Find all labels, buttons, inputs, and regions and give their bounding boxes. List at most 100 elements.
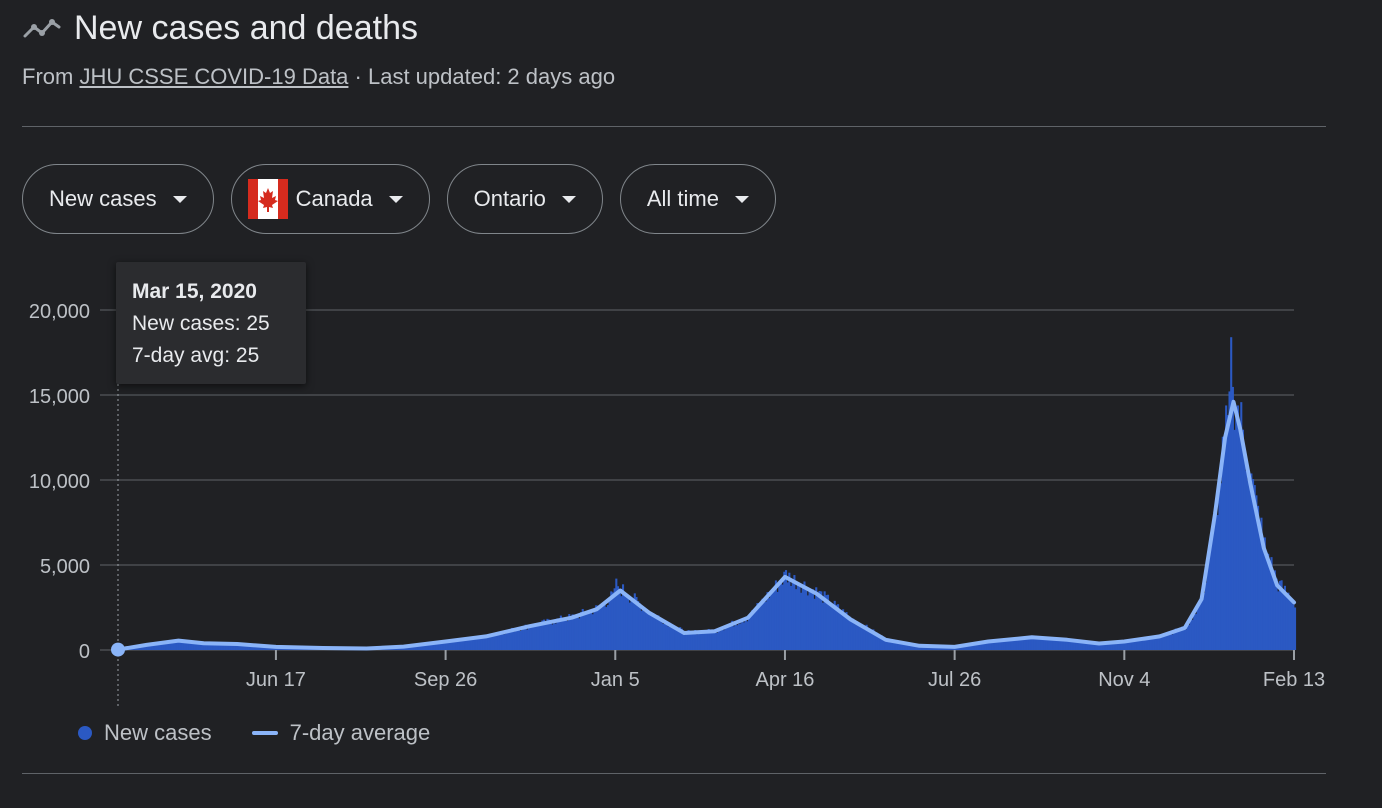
new-cases-bar	[410, 645, 413, 650]
new-cases-bar	[1005, 639, 1008, 650]
card-header: New cases and deaths From JHU CSSE COVID…	[22, 6, 615, 90]
new-cases-bar	[227, 643, 230, 650]
new-cases-bar	[1273, 570, 1276, 650]
new-cases-bar	[731, 620, 734, 650]
new-cases-bar	[1011, 639, 1014, 650]
new-cases-bar	[1063, 640, 1066, 650]
new-cases-bar	[1246, 480, 1250, 650]
new-cases-bar	[1277, 591, 1280, 650]
new-cases-bar	[181, 641, 184, 650]
new-cases-bar	[496, 634, 499, 650]
new-cases-bar	[228, 643, 231, 650]
hover-point[interactable]	[111, 642, 125, 657]
new-cases-bar	[1243, 454, 1246, 650]
new-cases-bar	[1267, 553, 1270, 650]
new-cases-bar	[1193, 613, 1196, 650]
new-cases-bar	[1129, 640, 1132, 650]
new-cases-bar	[1178, 630, 1181, 650]
new-cases-bar	[450, 640, 453, 650]
new-cases-bar	[828, 605, 831, 650]
new-cases-bar	[1218, 474, 1221, 650]
new-cases-bar	[1189, 615, 1192, 650]
new-cases-bar	[1052, 638, 1055, 650]
new-cases-bar	[149, 644, 152, 650]
new-cases-bar	[580, 612, 583, 650]
new-cases-bar	[739, 623, 742, 650]
new-cases-bar	[820, 591, 823, 650]
new-cases-bar	[205, 643, 208, 650]
new-cases-bar	[815, 587, 818, 650]
new-cases-bar	[633, 593, 636, 650]
new-cases-bar	[1196, 605, 1199, 650]
new-cases-bar	[741, 621, 744, 650]
new-cases-bar	[257, 645, 260, 650]
new-cases-bar	[511, 627, 514, 650]
new-cases-bar	[1288, 599, 1292, 650]
new-cases-bar	[433, 642, 436, 650]
new-cases-bar	[801, 585, 804, 650]
new-cases-bar	[961, 645, 964, 650]
new-cases-bar	[618, 591, 621, 650]
new-cases-bar	[1023, 637, 1026, 650]
new-cases-bar	[916, 645, 919, 650]
new-cases-bar	[1225, 405, 1228, 650]
country-dropdown[interactable]: Canada	[230, 164, 430, 234]
new-cases-bar	[1164, 635, 1167, 650]
region-dropdown[interactable]: Ontario	[446, 164, 603, 234]
new-cases-bar	[141, 645, 144, 650]
new-cases-bar	[1139, 638, 1142, 650]
new-cases-bar	[532, 626, 536, 650]
new-cases-bar	[958, 646, 961, 650]
new-cases-bar	[593, 610, 596, 650]
new-cases-bar	[576, 614, 579, 650]
new-cases-bar	[186, 641, 189, 650]
new-cases-bar	[574, 617, 578, 650]
new-cases-bar	[526, 629, 529, 650]
new-cases-bar	[196, 642, 200, 650]
source-link[interactable]: JHU CSSE COVID-19 Data	[79, 64, 349, 89]
new-cases-bar	[531, 626, 534, 650]
new-cases-bar	[1235, 414, 1238, 650]
new-cases-bar	[1008, 639, 1011, 650]
new-cases-bar	[932, 646, 935, 650]
new-cases-bar	[168, 641, 171, 650]
new-cases-bar	[1257, 505, 1260, 650]
new-cases-bar	[642, 606, 645, 650]
new-cases-bar	[753, 611, 756, 650]
new-cases-bar	[506, 630, 509, 650]
new-cases-bar	[499, 632, 502, 650]
new-cases-bar	[969, 644, 972, 650]
new-cases-bar	[1042, 639, 1045, 650]
new-cases-bar	[702, 630, 705, 650]
new-cases-bar	[852, 618, 855, 650]
metric-dropdown[interactable]: New cases	[22, 164, 214, 234]
new-cases-bar	[143, 645, 146, 650]
new-cases-bar	[443, 641, 446, 650]
new-cases-bar	[487, 634, 490, 650]
new-cases-bar	[504, 633, 507, 650]
new-cases-bar	[833, 600, 836, 650]
new-cases-bar	[208, 643, 211, 650]
chevron-down-icon	[172, 195, 187, 203]
new-cases-bar	[746, 621, 749, 650]
new-cases-bar	[892, 642, 895, 650]
new-cases-bar	[563, 620, 566, 650]
new-cases-bar	[988, 640, 991, 650]
new-cases-bar	[237, 644, 240, 650]
new-cases-bar	[823, 591, 826, 650]
new-cases-bar	[736, 625, 739, 650]
new-cases-bar	[223, 643, 226, 650]
new-cases-bar	[1260, 517, 1263, 650]
new-cases-bar	[910, 644, 914, 650]
y-tick-label: 10,000	[29, 471, 90, 493]
new-cases-bar	[712, 630, 715, 650]
new-cases-bar	[482, 637, 485, 650]
new-cases-bar	[874, 633, 877, 650]
new-cases-bar	[848, 616, 851, 650]
new-cases-bar	[554, 623, 557, 650]
range-dropdown[interactable]: All time	[619, 164, 776, 234]
new-cases-bar	[215, 643, 218, 650]
new-cases-bar	[816, 593, 819, 650]
new-cases-bar	[1188, 624, 1191, 650]
